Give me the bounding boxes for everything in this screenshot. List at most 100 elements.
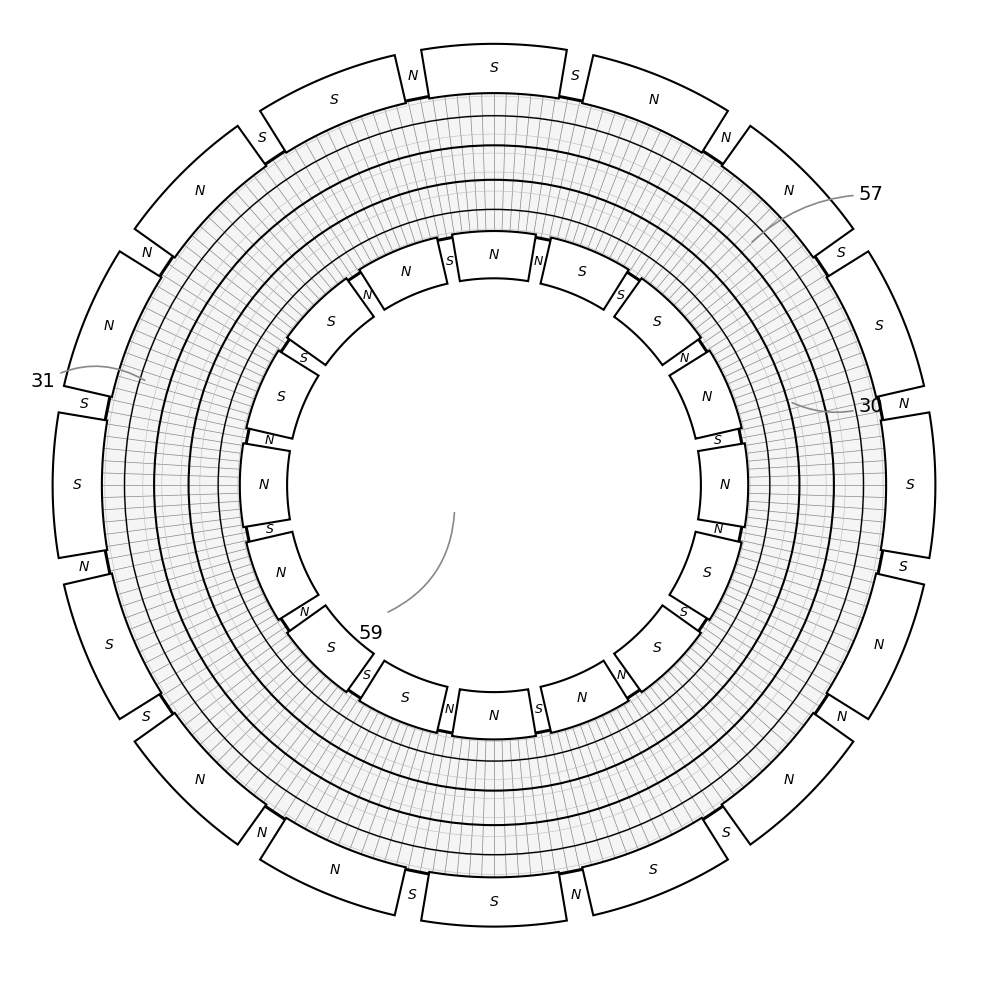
Text: S: S [446, 255, 453, 268]
Text: S: S [906, 478, 915, 492]
Text: N: N [873, 638, 884, 652]
Text: S: S [330, 93, 339, 107]
Polygon shape [288, 278, 373, 365]
Text: S: S [680, 606, 688, 619]
Polygon shape [421, 44, 567, 98]
Circle shape [100, 91, 888, 879]
Text: N: N [299, 606, 308, 619]
Polygon shape [582, 55, 728, 153]
Text: S: S [837, 246, 846, 260]
Text: S: S [80, 397, 89, 411]
Text: 57: 57 [752, 185, 883, 242]
Polygon shape [827, 573, 924, 719]
Text: S: S [277, 390, 286, 404]
Polygon shape [582, 818, 728, 915]
Circle shape [243, 234, 745, 736]
Text: N: N [194, 184, 205, 198]
Text: S: S [874, 319, 883, 333]
Polygon shape [134, 713, 267, 845]
Polygon shape [240, 443, 289, 527]
Text: S: S [649, 863, 658, 877]
Text: S: S [714, 434, 722, 447]
Polygon shape [827, 251, 924, 397]
Polygon shape [246, 532, 318, 620]
Text: S: S [105, 638, 114, 652]
Text: S: S [408, 888, 417, 902]
Text: N: N [194, 773, 205, 787]
Text: N: N [534, 255, 543, 268]
Polygon shape [360, 238, 448, 310]
Polygon shape [360, 661, 448, 733]
Text: S: S [899, 560, 908, 574]
Text: N: N [713, 523, 723, 536]
Text: S: S [702, 566, 711, 580]
Text: N: N [445, 703, 454, 716]
Polygon shape [246, 351, 318, 439]
Text: N: N [276, 566, 287, 580]
Polygon shape [615, 605, 700, 692]
Text: S: S [327, 641, 335, 655]
Text: N: N [407, 69, 418, 83]
Text: N: N [680, 352, 689, 365]
Text: N: N [489, 248, 499, 262]
Polygon shape [670, 532, 742, 620]
Polygon shape [453, 231, 535, 281]
Text: N: N [400, 265, 411, 279]
Polygon shape [540, 661, 628, 733]
Text: S: S [490, 895, 498, 909]
Text: N: N [783, 773, 794, 787]
Text: S: S [73, 478, 82, 492]
Text: N: N [617, 669, 625, 682]
Text: S: S [300, 352, 308, 365]
Text: S: S [401, 691, 410, 705]
Text: N: N [265, 434, 275, 447]
Text: S: S [535, 703, 542, 716]
Polygon shape [721, 126, 854, 258]
Polygon shape [260, 818, 406, 915]
Text: N: N [363, 289, 371, 302]
Text: S: S [490, 61, 498, 75]
Circle shape [244, 235, 744, 735]
Text: N: N [701, 390, 712, 404]
Text: S: S [578, 265, 587, 279]
Polygon shape [64, 573, 161, 719]
Text: S: S [653, 315, 661, 329]
Text: S: S [258, 131, 267, 145]
Text: N: N [104, 319, 115, 333]
Polygon shape [699, 443, 748, 527]
Text: N: N [648, 93, 659, 107]
Text: S: S [327, 315, 335, 329]
Polygon shape [721, 713, 854, 845]
Text: N: N [258, 478, 269, 492]
Text: N: N [721, 131, 731, 145]
Text: 30: 30 [792, 397, 883, 416]
Polygon shape [880, 412, 936, 558]
Text: N: N [898, 397, 909, 411]
Polygon shape [134, 126, 267, 258]
Text: N: N [783, 184, 794, 198]
Polygon shape [453, 689, 535, 739]
Text: S: S [266, 523, 274, 536]
Text: S: S [721, 826, 730, 840]
Text: S: S [653, 641, 661, 655]
Text: N: N [329, 863, 340, 877]
Polygon shape [670, 351, 742, 439]
Polygon shape [421, 872, 567, 927]
Text: N: N [141, 246, 152, 260]
Polygon shape [540, 238, 628, 310]
Text: N: N [489, 709, 499, 723]
Text: S: S [618, 289, 625, 302]
Circle shape [42, 34, 946, 936]
Polygon shape [260, 55, 406, 153]
Polygon shape [288, 605, 373, 692]
Text: N: N [79, 560, 90, 574]
Text: S: S [571, 69, 580, 83]
Text: S: S [142, 710, 151, 724]
Polygon shape [64, 251, 161, 397]
Text: 31: 31 [31, 366, 145, 391]
Text: N: N [257, 826, 267, 840]
Polygon shape [52, 412, 108, 558]
Text: N: N [836, 710, 847, 724]
Text: S: S [363, 669, 370, 682]
Text: N: N [577, 691, 588, 705]
